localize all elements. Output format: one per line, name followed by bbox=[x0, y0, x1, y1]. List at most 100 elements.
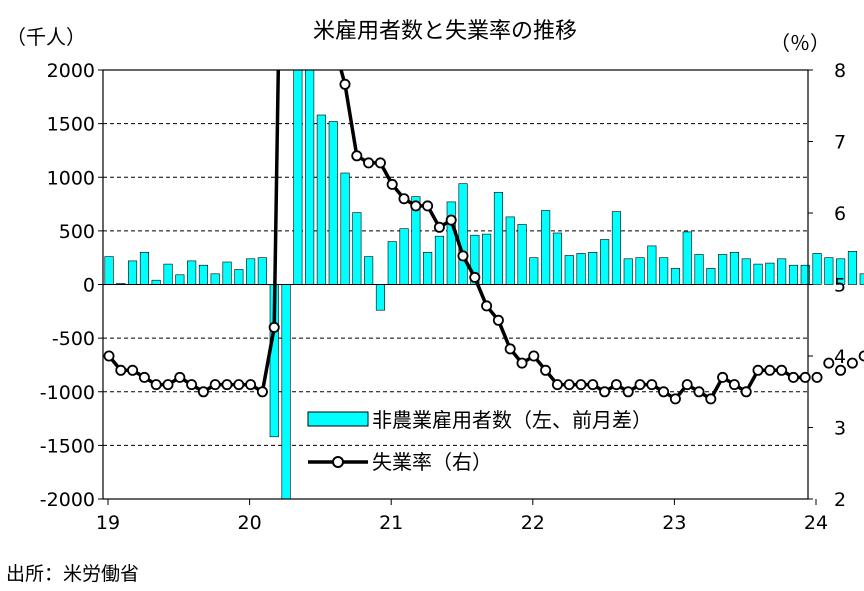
point-2021-11 bbox=[504, 343, 516, 355]
point-2021-09 bbox=[481, 300, 493, 312]
bar-2022-07 bbox=[600, 239, 610, 285]
point-2023-12 bbox=[799, 371, 811, 383]
legend-bar-label: 非農業雇用者数（左、前月差） bbox=[372, 408, 652, 432]
bar-2021-12 bbox=[517, 224, 527, 285]
bar-2021-01 bbox=[387, 241, 397, 285]
bar-2019-03 bbox=[128, 260, 138, 285]
bar-2023-08 bbox=[753, 263, 763, 285]
point-2022-12 bbox=[658, 386, 670, 398]
bar-2024-04 bbox=[847, 251, 858, 285]
bar-2024-05 bbox=[859, 273, 864, 285]
point-2019-07 bbox=[174, 371, 186, 383]
point-2019-06 bbox=[162, 379, 174, 391]
point-2024-02 bbox=[823, 357, 835, 369]
right-tick-label: 3 bbox=[834, 418, 846, 440]
bar-2022-08 bbox=[611, 211, 622, 285]
point-2021-06 bbox=[445, 214, 457, 226]
point-2021-03 bbox=[410, 200, 422, 212]
point-2019-03 bbox=[127, 364, 139, 376]
bar-2023-11 bbox=[788, 264, 799, 285]
bar-2021-04 bbox=[423, 252, 433, 285]
x-tick-label: 22 bbox=[521, 512, 545, 534]
left-tick-label: 0 bbox=[83, 275, 95, 297]
bar-2021-05 bbox=[434, 235, 445, 285]
bar-2020-02 bbox=[257, 257, 267, 285]
x-tick-label: 21 bbox=[379, 512, 403, 534]
point-2022-04 bbox=[563, 379, 575, 391]
point-2022-10 bbox=[634, 379, 646, 391]
point-2022-07 bbox=[599, 386, 611, 398]
point-2022-06 bbox=[587, 379, 599, 391]
point-2019-02 bbox=[115, 364, 127, 376]
right-tick-label: 6 bbox=[834, 203, 846, 225]
left-tick-label: 1500 bbox=[47, 114, 95, 136]
bar-2023-05 bbox=[718, 254, 728, 285]
legend-bar-swatch bbox=[307, 411, 369, 427]
bar-2020-12 bbox=[375, 284, 386, 311]
bar-2023-03 bbox=[694, 254, 704, 285]
bar-2019-08 bbox=[187, 260, 197, 285]
bar-2024-01 bbox=[812, 253, 822, 285]
chart-title: 米雇用者数と失業率の推移 bbox=[313, 19, 577, 44]
bar-2022-09 bbox=[623, 258, 633, 285]
point-2023-07 bbox=[740, 386, 752, 398]
bar-2021-09 bbox=[482, 233, 492, 285]
left-tick-label: 2000 bbox=[47, 60, 95, 82]
point-2023-01 bbox=[669, 393, 681, 405]
point-2019-08 bbox=[186, 379, 198, 391]
bar-2020-08 bbox=[328, 121, 338, 285]
point-2019-05 bbox=[150, 379, 162, 391]
point-2023-05 bbox=[717, 371, 729, 383]
point-2023-08 bbox=[752, 364, 764, 376]
point-2019-09 bbox=[197, 386, 209, 398]
point-2023-09 bbox=[764, 364, 776, 376]
x-tick-label: 20 bbox=[238, 512, 262, 534]
point-2024-05 bbox=[858, 350, 864, 362]
right-tick-label: 4 bbox=[834, 346, 846, 368]
point-2022-08 bbox=[610, 379, 622, 391]
bar-2021-06 bbox=[446, 201, 456, 285]
left-tick-label: 500 bbox=[59, 221, 95, 243]
left-tick-label: 1000 bbox=[47, 167, 95, 189]
point-2021-04 bbox=[422, 200, 434, 212]
point-2021-08 bbox=[469, 271, 481, 283]
left-tick-label: -2000 bbox=[40, 489, 95, 511]
point-2024-01 bbox=[811, 371, 823, 383]
bar-2019-10 bbox=[210, 273, 220, 285]
bar-2022-06 bbox=[588, 252, 598, 285]
point-2020-11 bbox=[363, 157, 375, 169]
bar-2020-09 bbox=[340, 172, 350, 285]
x-tick-label: 19 bbox=[96, 512, 120, 534]
point-2019-11 bbox=[221, 379, 233, 391]
point-2019-01 bbox=[103, 350, 115, 362]
point-2021-12 bbox=[516, 357, 528, 369]
axis-labels: 2000 1500 1000 500 0 -500 -1000 -1500 -2000 8 7 6 5 4… bbox=[40, 60, 846, 534]
point-2021-07 bbox=[457, 250, 469, 262]
x-tick-label: 24 bbox=[804, 512, 828, 534]
bar-2019-04 bbox=[139, 252, 149, 285]
line-series bbox=[103, 70, 864, 405]
legend-line-label: 失業率（右） bbox=[372, 450, 492, 474]
left-axis-unit: （千人） bbox=[6, 25, 86, 49]
left-tick-label: -500 bbox=[52, 328, 95, 350]
point-2021-02 bbox=[398, 193, 410, 205]
legend-line-marker bbox=[332, 456, 344, 468]
point-2020-03 bbox=[268, 321, 280, 333]
bar-2021-07 bbox=[458, 183, 468, 285]
point-2021-10 bbox=[492, 314, 504, 326]
bar-2023-04 bbox=[706, 268, 716, 285]
bar-2019-01 bbox=[104, 256, 114, 285]
bar-2022-02 bbox=[541, 210, 551, 285]
bar-2024-02 bbox=[824, 257, 834, 285]
bar-series bbox=[104, 69, 864, 500]
point-2019-12 bbox=[233, 379, 245, 391]
bar-2022-10 bbox=[635, 257, 645, 285]
x-tick-label: 23 bbox=[662, 512, 686, 534]
point-2022-01 bbox=[528, 350, 540, 362]
point-2022-09 bbox=[622, 386, 634, 398]
bar-2023-10 bbox=[777, 258, 787, 285]
right-tick-label: 5 bbox=[834, 275, 846, 297]
bar-2022-05 bbox=[576, 253, 586, 285]
bar-2020-06 bbox=[305, 69, 315, 285]
bar-2020-11 bbox=[364, 256, 374, 285]
